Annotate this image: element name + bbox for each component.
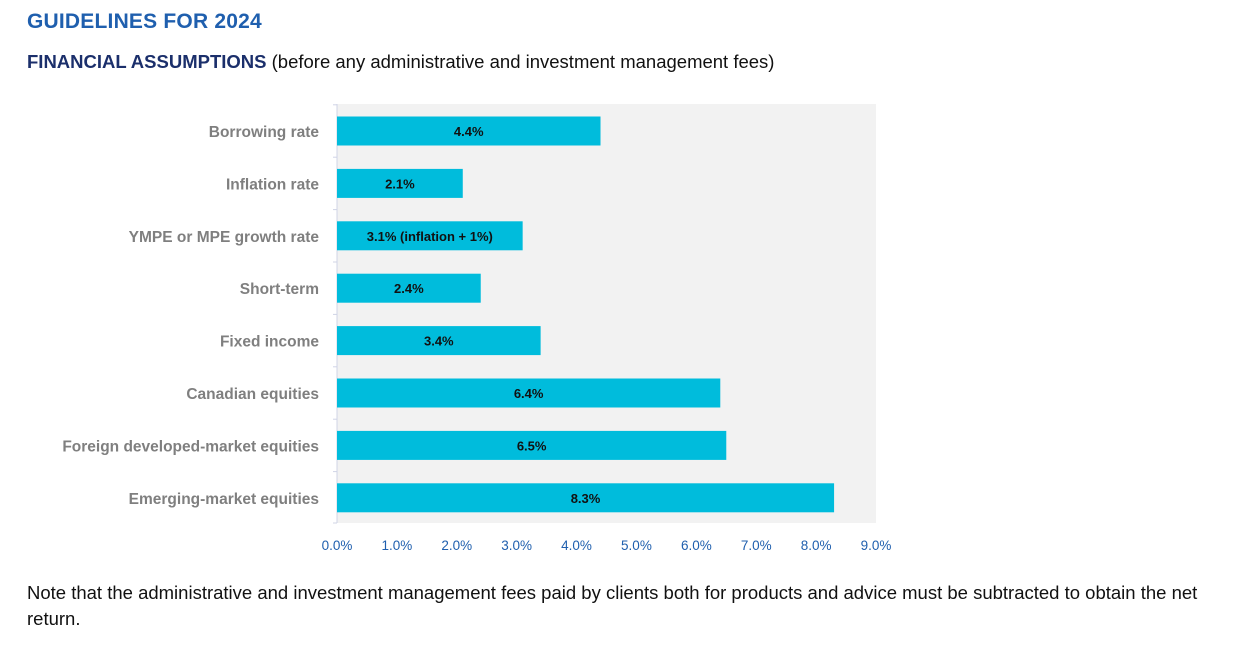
x-tick-label: 5.0%: [621, 538, 652, 553]
category-label: Emerging-market equities: [129, 491, 319, 508]
bar: [337, 326, 541, 356]
bar: [337, 483, 835, 513]
category-label: Short-term: [240, 281, 319, 298]
x-tick-label: 1.0%: [381, 538, 412, 553]
page-title: GUIDELINES FOR 2024: [27, 10, 262, 33]
bar-chart: Borrowing rate 4.4% Inflation rate 2.1% YMPE…: [62, 104, 892, 553]
x-tick-label: 2.0%: [441, 538, 472, 553]
data-label: 8.3%: [571, 491, 601, 506]
data-label: 6.5%: [517, 438, 547, 453]
category-label: Borrowing rate: [209, 124, 320, 141]
bar: [337, 168, 463, 198]
data-label: 2.4%: [394, 281, 424, 296]
bar: [337, 430, 727, 460]
data-label: 2.1%: [385, 176, 415, 191]
bar: [337, 273, 481, 303]
category-label: Inflation rate: [226, 176, 319, 193]
x-tick-label: 9.0%: [861, 538, 892, 553]
category-label: Canadian equities: [186, 386, 319, 403]
bar: [337, 378, 721, 408]
data-label: 6.4%: [514, 386, 544, 401]
bar: [337, 221, 523, 251]
category-label: YMPE or MPE growth rate: [129, 229, 320, 246]
data-label: 3.4%: [424, 334, 454, 349]
subtitle-rest: (before any administrative and investmen…: [266, 51, 775, 72]
bar: [337, 116, 601, 146]
x-tick-label: 3.0%: [501, 538, 532, 553]
data-label: 4.4%: [454, 124, 484, 139]
footnote: Note that the administrative and investm…: [27, 582, 1198, 629]
x-tick-label: 4.0%: [561, 538, 592, 553]
x-tick-label: 7.0%: [741, 538, 772, 553]
x-tick-label: 6.0%: [681, 538, 712, 553]
plot-area: [337, 104, 876, 523]
subtitle-bold: FINANCIAL ASSUMPTIONS: [27, 51, 267, 72]
category-label: Fixed income: [220, 334, 319, 351]
x-tick-label: 8.0%: [801, 538, 832, 553]
category-label: Foreign developed-market equities: [62, 438, 319, 455]
x-tick-label: 0.0%: [322, 538, 353, 553]
data-label: 3.1% (inflation + 1%): [367, 229, 493, 244]
subtitle: FINANCIAL ASSUMPTIONS (before any admini…: [27, 51, 774, 73]
